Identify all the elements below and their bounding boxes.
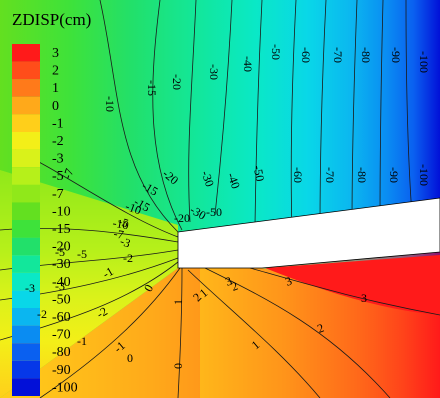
contour-label: -3 <box>118 234 132 251</box>
contour-label: -60 <box>299 47 313 63</box>
legend-swatch <box>12 308 40 326</box>
legend-title: ZDISP(cm) <box>12 10 92 29</box>
contour-label: 0 <box>127 351 133 365</box>
legend-swatch <box>12 132 40 150</box>
contour-label: -10 <box>103 96 117 112</box>
contour-label: -80 <box>355 167 369 183</box>
legend-label: -15 <box>52 222 71 237</box>
legend-swatch <box>12 378 40 396</box>
legend-swatch <box>12 114 40 132</box>
contour-label: -15 <box>145 80 159 96</box>
legend-swatch <box>12 272 40 291</box>
contour-label: -90 <box>387 167 401 183</box>
legend-swatch <box>12 149 40 168</box>
contour-label: -30 <box>188 202 209 222</box>
contour-label: -2 <box>123 251 133 265</box>
contour-label: 0 <box>171 363 185 369</box>
legend-label: -70 <box>52 328 71 343</box>
legend-label: 2 <box>52 64 59 79</box>
legend-label: -40 <box>52 275 71 290</box>
legend-swatch <box>12 237 40 256</box>
contour-label: -30 <box>207 64 221 80</box>
legend-swatch <box>12 202 40 220</box>
contour-label: -30 <box>198 169 217 189</box>
legend-label: -2 <box>52 134 64 149</box>
legend-label: 1 <box>52 81 59 96</box>
contour-label: -10 <box>123 199 143 218</box>
legend-swatch <box>12 167 40 185</box>
contour-label: -70 <box>323 167 337 183</box>
legend-label: -7 <box>52 187 64 202</box>
contour-label: 1 <box>171 299 185 305</box>
legend-label: -30 <box>52 257 71 272</box>
contour-label: 2 <box>229 279 239 294</box>
field-max-zone <box>265 255 440 315</box>
legend-swatch <box>12 343 40 361</box>
contour-label: -3 <box>55 279 65 293</box>
legend-color-bar <box>12 44 40 396</box>
tunnel-opening <box>177 197 440 269</box>
contour-label: -50 <box>269 44 283 60</box>
contour-label: -90 <box>389 47 403 63</box>
legend-swatch <box>12 96 40 115</box>
contour-label: -10 <box>112 216 130 233</box>
legend-label: -20 <box>52 240 71 255</box>
contour-label: -50 <box>251 164 268 182</box>
contour-label: -1 <box>77 334 87 348</box>
contour-label: -20 <box>174 211 190 225</box>
contour-label: 3 <box>283 274 293 289</box>
contour-label: -15 <box>132 194 153 214</box>
legend-swatch <box>12 325 40 344</box>
legend-swatch <box>12 61 40 80</box>
legend-label: -10 <box>52 204 71 219</box>
contour-label: -40 <box>241 56 255 72</box>
contour-label: -70 <box>331 47 345 63</box>
contour-label: 2 <box>315 321 325 336</box>
contour-label: -40 <box>224 171 243 191</box>
contour-label: -15 <box>140 178 161 198</box>
legend-swatch <box>12 44 40 62</box>
legend-label: -5 <box>52 169 64 184</box>
contour-label: 3 <box>223 274 233 289</box>
legend-swatch <box>12 290 40 308</box>
contour-label: -60 <box>291 167 305 183</box>
legend-swatch <box>12 255 40 273</box>
legend-label: -1 <box>52 116 64 131</box>
contour-label: -7 <box>113 226 125 242</box>
contour-label: -3 <box>25 281 35 295</box>
contour-label: -80 <box>359 47 373 63</box>
legend-swatch <box>12 79 40 97</box>
contour-labels: -100-90-80-70-60-50-40-30-20-15-10-100-9… <box>25 44 431 369</box>
contour-label: -7 <box>60 167 77 181</box>
legend-swatch <box>12 360 40 379</box>
contour-label: -5 <box>77 247 87 261</box>
legend-label: -80 <box>52 345 71 360</box>
contour-label: -5 <box>116 214 130 231</box>
legend-label: -60 <box>52 310 71 325</box>
legend-label: -90 <box>52 363 71 378</box>
legend-label: 0 <box>52 99 59 114</box>
legend-label: -100 <box>52 380 78 395</box>
contour-label: -50 <box>206 205 222 219</box>
legend-swatch <box>12 184 40 203</box>
contour-label: -20 <box>170 74 184 90</box>
legend-label: 3 <box>52 46 59 61</box>
legend-labels: 3210-1-2-3-5-7-10-15-20-30-40-50-60-70-8… <box>52 46 78 395</box>
contour-label: -100 <box>417 51 431 73</box>
contour-label: -100 <box>417 164 431 186</box>
contour-label: 3 <box>361 291 367 305</box>
contour-label: -5 <box>55 245 65 259</box>
legend-label: -50 <box>52 292 71 307</box>
legend-label: -3 <box>52 152 64 167</box>
legend-swatch <box>12 220 40 238</box>
contour-label: -2 <box>37 307 47 321</box>
